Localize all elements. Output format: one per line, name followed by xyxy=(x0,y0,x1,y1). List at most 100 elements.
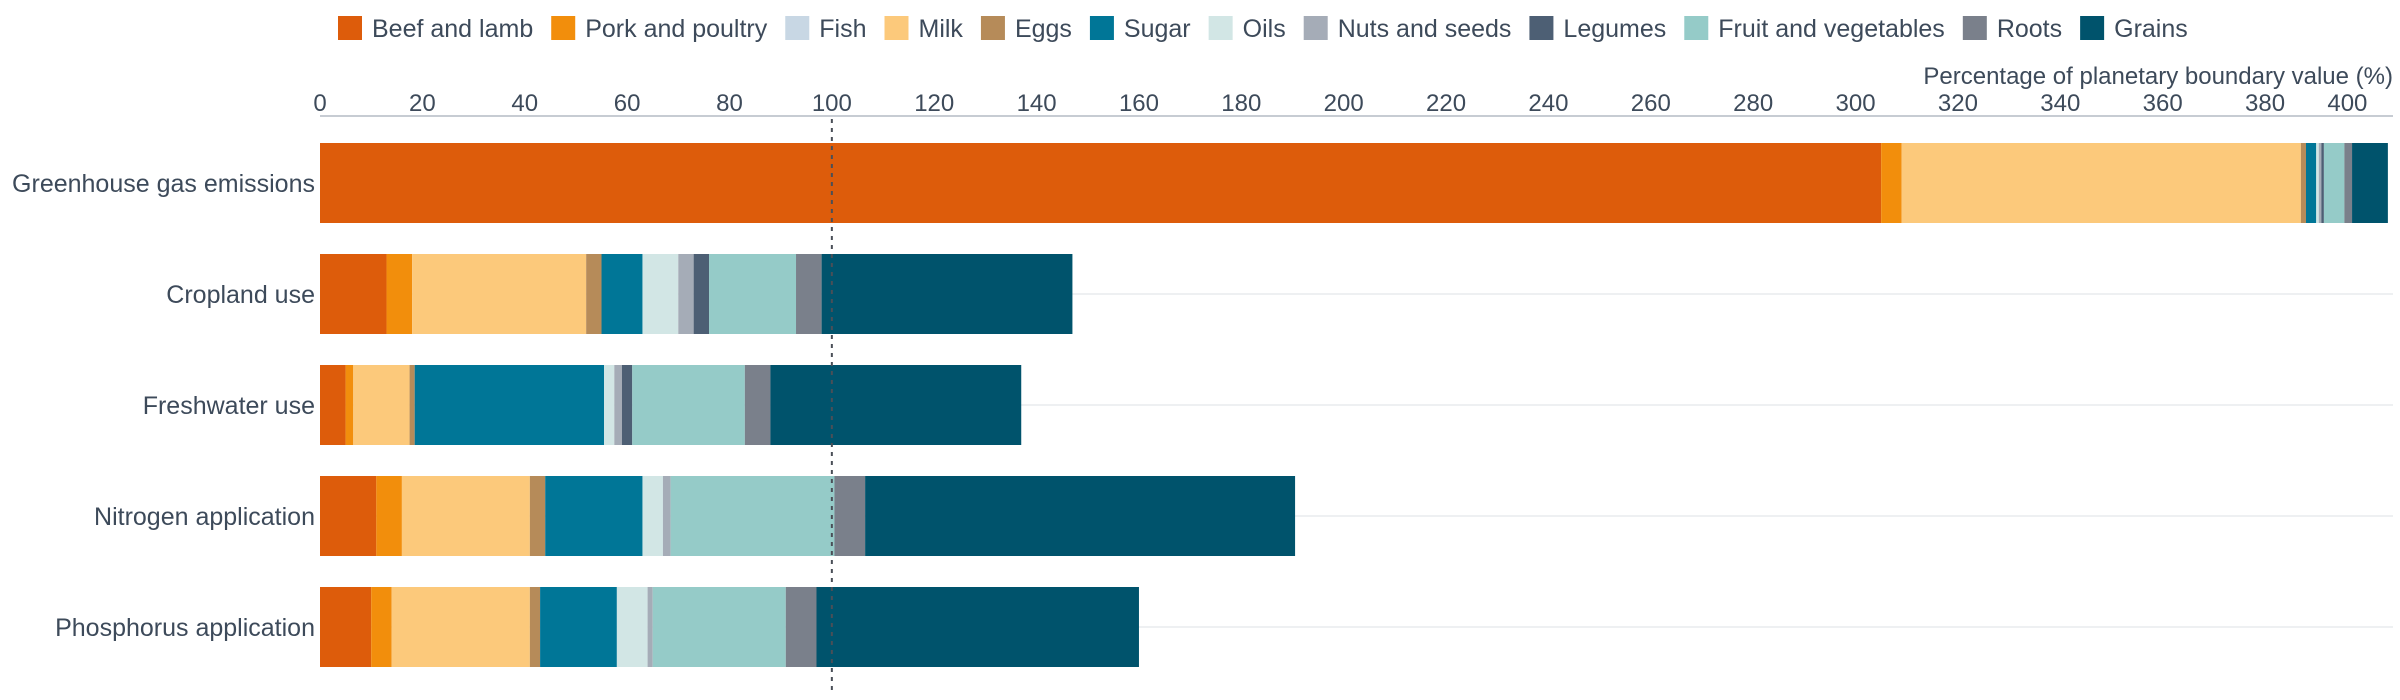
x-tick-label: 140 xyxy=(1017,90,1057,117)
x-tick-label: 260 xyxy=(1631,90,1671,117)
bar-segment xyxy=(642,254,679,334)
bar-segment xyxy=(545,476,643,556)
x-tick-label: 220 xyxy=(1426,90,1466,117)
bar-segment xyxy=(320,587,372,667)
bar-segment xyxy=(2344,143,2353,223)
bar-segment xyxy=(834,476,866,556)
x-axis-ticks: 0 20 40 60 80 100 120 140 160 180 200 220 240 260 280 3… xyxy=(313,90,2367,117)
bar-segment xyxy=(816,587,1139,667)
bar-segment xyxy=(1901,143,2301,223)
legend-swatch xyxy=(1303,16,1328,40)
legend-label: Fish xyxy=(819,15,866,43)
legend: Beef and lamb Pork and poultry Fish Milk Egg… xyxy=(338,15,2188,43)
legend-swatch xyxy=(980,16,1005,40)
category-gridlines xyxy=(320,293,2393,628)
bar-segment xyxy=(2352,143,2388,223)
x-axis-title: Percentage of planetary boundary value (… xyxy=(1923,63,2393,90)
bar-segment xyxy=(652,587,786,667)
legend-swatch xyxy=(1962,16,1987,40)
bar-segment xyxy=(376,476,402,556)
bar-segment xyxy=(865,476,1296,556)
bar-segment xyxy=(796,254,822,334)
x-tick-label: 200 xyxy=(1324,90,1364,117)
legend-swatch xyxy=(1684,16,1709,40)
bar-segment xyxy=(371,587,392,667)
legend-label: Milk xyxy=(919,15,964,43)
legend-label: Nuts and seeds xyxy=(1338,15,1512,43)
bar-segment xyxy=(821,254,1073,334)
legend-swatch xyxy=(2080,16,2105,40)
bar-segment xyxy=(678,254,694,334)
x-tick-label: 40 xyxy=(511,90,538,117)
bar-segment xyxy=(586,254,602,334)
bar-segment xyxy=(744,365,771,445)
bar-segment xyxy=(386,254,413,334)
bar-segment xyxy=(770,365,1022,445)
bar-segment xyxy=(529,587,541,667)
bar-segment xyxy=(409,365,415,445)
category-label: Freshwater use xyxy=(143,392,315,420)
legend-swatch xyxy=(785,16,810,40)
bar-segment xyxy=(414,365,605,445)
x-tick-label: 400 xyxy=(2327,90,2367,117)
x-tick-label: 160 xyxy=(1119,90,1159,117)
bar-segment xyxy=(2323,143,2345,223)
x-tick-label: 280 xyxy=(1733,90,1773,117)
x-tick-label: 380 xyxy=(2245,90,2285,117)
bar-segment xyxy=(1881,143,1902,223)
x-tick-label: 60 xyxy=(614,90,641,117)
category-label: Nitrogen application xyxy=(94,503,315,531)
category-label: Phosphorus application xyxy=(55,614,315,642)
bar-segment xyxy=(670,476,835,556)
x-tick-label: 180 xyxy=(1221,90,1261,117)
bar-segment xyxy=(391,587,530,667)
bar-segment xyxy=(632,365,745,445)
legend-label: Sugar xyxy=(1124,15,1191,43)
legend-swatch xyxy=(551,16,576,40)
bar-segment xyxy=(785,587,817,667)
bar-segment xyxy=(601,254,643,334)
bar-segment xyxy=(353,365,410,445)
legend-label: Roots xyxy=(1997,15,2062,43)
bar-segment xyxy=(320,365,346,445)
bar-segment xyxy=(642,476,663,556)
bar-segment xyxy=(401,476,530,556)
bar-segment xyxy=(540,587,617,667)
bar-segment xyxy=(2318,143,2322,223)
bar-segment xyxy=(320,254,387,334)
bar-segment xyxy=(2316,143,2319,223)
bars xyxy=(320,143,2388,667)
x-tick-label: 20 xyxy=(409,90,436,117)
bar-segment xyxy=(2300,143,2306,223)
x-tick-label: 0 xyxy=(313,90,326,117)
bar-segment xyxy=(616,587,648,667)
category-label: Greenhouse gas emissions xyxy=(12,170,315,198)
x-tick-label: 320 xyxy=(1938,90,1978,117)
bar-segment xyxy=(320,476,377,556)
category-labels: Greenhouse gas emissions Cropland use Fres… xyxy=(12,170,315,642)
bar-segment xyxy=(647,587,653,667)
bar-segment xyxy=(345,365,354,445)
legend-swatch xyxy=(1089,16,1114,40)
bar-segment xyxy=(2305,143,2317,223)
x-tick-label: 240 xyxy=(1528,90,1568,117)
bar-segment xyxy=(320,143,1882,223)
category-label: Cropland use xyxy=(166,281,315,309)
x-tick-label: 80 xyxy=(716,90,743,117)
bar-segment xyxy=(2321,143,2324,223)
legend-swatch xyxy=(1208,16,1233,40)
x-tick-label: 340 xyxy=(2040,90,2080,117)
bar-segment xyxy=(693,254,710,334)
legend-swatch xyxy=(338,16,362,40)
legend-label: Fruit and vegetables xyxy=(1718,15,1945,43)
legend-label: Beef and lamb xyxy=(372,15,533,43)
bar-segment xyxy=(662,476,671,556)
bar-segment xyxy=(614,365,622,445)
bar-segment xyxy=(412,254,587,334)
legend-label: Pork and poultry xyxy=(585,15,768,43)
legend-label: Eggs xyxy=(1015,15,1072,43)
legend-swatch xyxy=(884,16,909,40)
x-tick-label: 360 xyxy=(2143,90,2183,117)
legend-label: Grains xyxy=(2114,15,2188,43)
